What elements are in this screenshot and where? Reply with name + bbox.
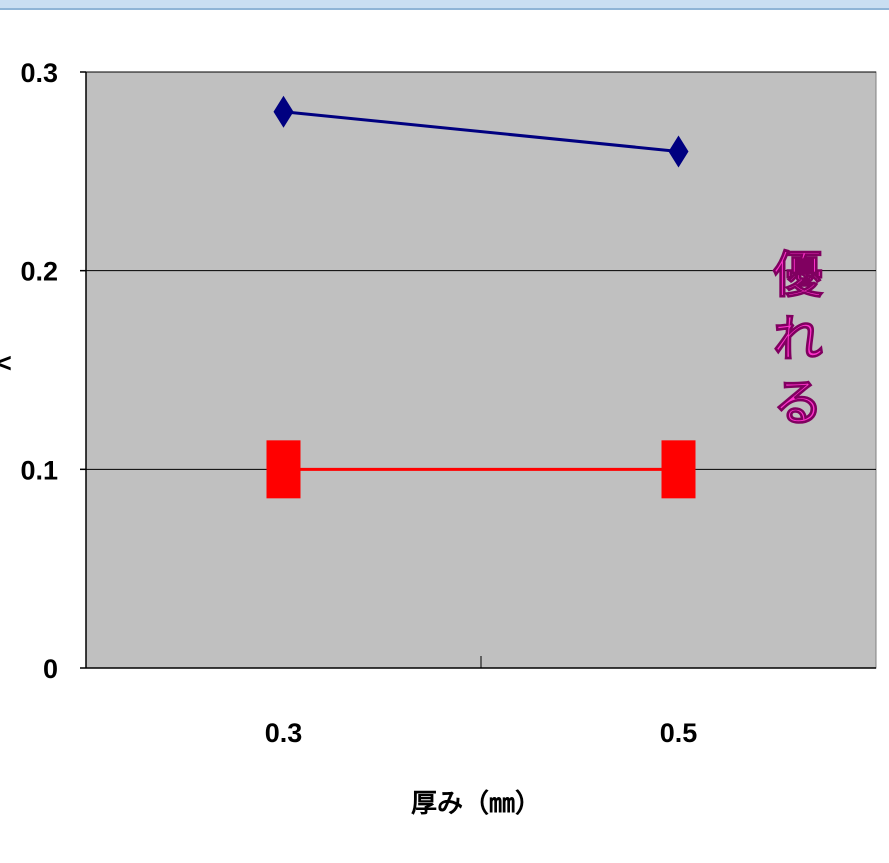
y-tick-labels: 0 0.1 0.2 0.3 [20, 58, 58, 684]
annotation-char-2: る [773, 374, 823, 432]
plot-area [85, 71, 877, 669]
x-tick-label-1: 0.5 [660, 718, 698, 748]
y-tick-label-0: 0 [43, 654, 58, 684]
annotation-char-0: 優 [772, 246, 824, 304]
series-group [266, 95, 696, 499]
y-axis-label-partial: < [0, 348, 12, 378]
series-1-point-1 [661, 440, 696, 499]
window-top-bar [0, 0, 889, 10]
axes [80, 71, 876, 669]
x-tick-labels: 0.3 0.5 [265, 718, 698, 748]
x-axis-label: 厚み（㎜） [411, 789, 541, 819]
x-tick-label-0: 0.3 [265, 718, 303, 748]
series-0-point-1 [668, 135, 689, 168]
y-tick-label-3: 0.3 [20, 58, 58, 88]
series-0-line [283, 110, 679, 153]
annotation-better: 優れる [772, 246, 825, 433]
y-tick-label-2: 0.2 [20, 257, 58, 287]
series-1-point-0 [266, 440, 301, 499]
annotation-char-1: れ [773, 310, 823, 368]
y-tick-label-1: 0.1 [20, 455, 58, 485]
series-0-point-0 [273, 95, 294, 128]
